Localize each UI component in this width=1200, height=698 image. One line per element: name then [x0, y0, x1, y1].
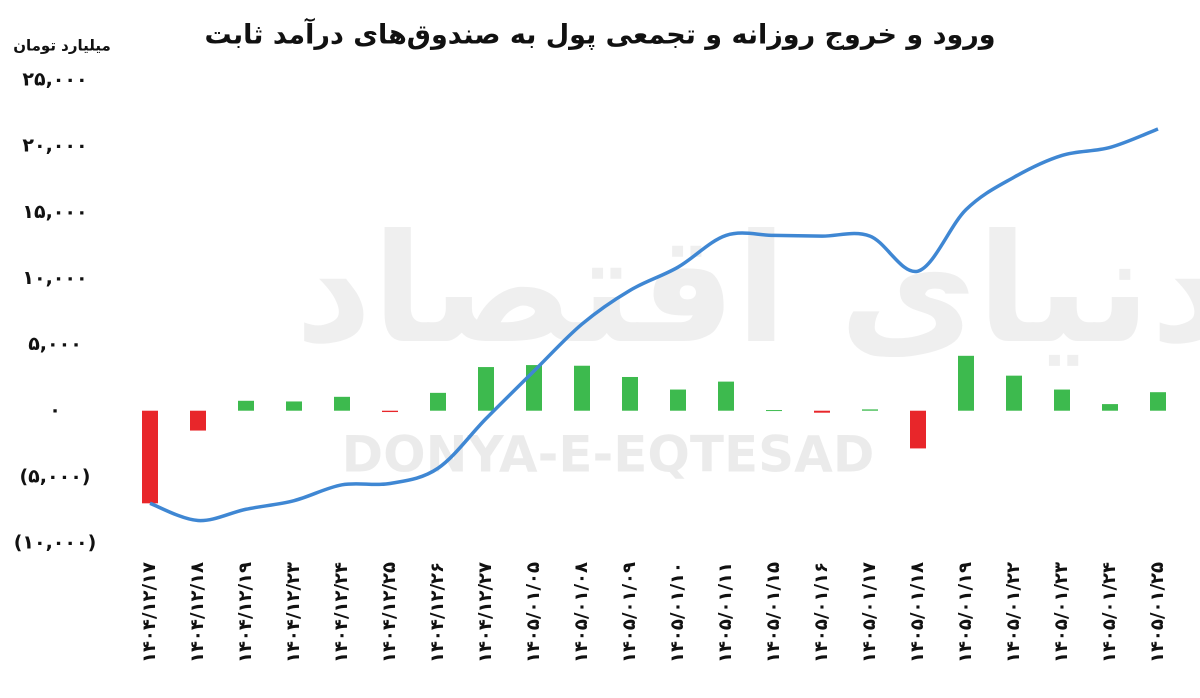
bar — [286, 401, 302, 411]
x-tick-label: ۱۴۰۵/۰۱/۱۵ — [763, 562, 784, 663]
bar — [574, 365, 590, 411]
bar — [334, 396, 350, 411]
bar — [1054, 389, 1070, 411]
x-tick-label: ۱۴۰۴/۱۲/۱۷ — [139, 562, 160, 663]
y-tick-label: ۱۰,۰۰۰ — [22, 267, 87, 289]
line — [149, 127, 1159, 523]
y-tick-label: ۲۰,۰۰۰ — [22, 135, 87, 157]
y-axis-label: میلیارد تومان — [13, 37, 111, 55]
bar — [478, 367, 494, 411]
x-tick-label: ۱۴۰۵/۰۱/۰۸ — [571, 562, 592, 663]
bar — [718, 381, 734, 411]
bar — [1006, 375, 1022, 411]
bar — [190, 410, 206, 431]
y-tick-label: (۱۰,۰۰۰) — [14, 532, 97, 554]
bar — [814, 410, 830, 413]
bar — [1102, 404, 1118, 411]
x-tick-label: ۱۴۰۵/۰۱/۲۴ — [1099, 562, 1120, 663]
x-tick-label: ۱۴۰۵/۰۱/۱۸ — [907, 562, 928, 663]
x-tick-label: ۱۴۰۴/۱۲/۲۳ — [283, 562, 304, 663]
x-tick-label: ۱۴۰۵/۰۱/۱۱ — [715, 562, 736, 663]
x-tick-label: ۱۴۰۵/۰۱/۰۹ — [619, 562, 640, 663]
x-tick-label: ۱۴۰۵/۰۱/۲۵ — [1147, 562, 1168, 663]
x-tick-label: ۱۴۰۵/۰۱/۱۹ — [955, 562, 976, 663]
bar — [238, 400, 254, 411]
watermark-logo: دنیای اقتصاد — [295, 203, 1200, 377]
bar — [766, 410, 782, 412]
bar — [430, 392, 446, 411]
y-tick-label: ۲۵,۰۰۰ — [22, 69, 87, 91]
x-tick-label: ۱۴۰۴/۱۲/۲۵ — [379, 562, 400, 663]
x-tick-label: ۱۴۰۵/۰۱/۱۰ — [667, 562, 688, 663]
chart-title: ورود و خروج روزانه و تجمعی پول به صندوق‌… — [204, 18, 995, 51]
bar — [622, 376, 638, 411]
x-tick-label: ۱۴۰۴/۱۲/۱۹ — [235, 562, 256, 663]
x-tick-label: ۱۴۰۴/۱۲/۲۷ — [475, 562, 496, 663]
x-tick-label: ۱۴۰۵/۰۱/۲۲ — [1003, 562, 1024, 663]
bar — [910, 410, 926, 449]
bar — [862, 409, 878, 411]
y-tick-label: ۰ — [49, 399, 61, 421]
x-tick-label: ۱۴۰۴/۱۲/۱۸ — [187, 562, 208, 663]
bar — [382, 410, 398, 413]
y-tick-label: (۵,۰۰۰) — [20, 465, 91, 487]
x-tick-label: ۱۴۰۵/۰۱/۱۶ — [811, 562, 832, 663]
x-tick-label: ۱۴۰۴/۱۲/۲۴ — [331, 562, 352, 663]
bar — [958, 355, 974, 411]
x-tick-label: ۱۴۰۵/۰۱/۱۷ — [859, 562, 880, 663]
y-tick-label: ۵,۰۰۰ — [28, 333, 82, 355]
y-tick-label: ۱۵,۰۰۰ — [22, 201, 87, 223]
bar — [670, 389, 686, 411]
x-tick-label: ۱۴۰۴/۱۲/۲۶ — [427, 562, 448, 663]
bar — [142, 410, 158, 504]
bar — [1150, 392, 1166, 411]
x-tick-label: ۱۴۰۵/۰۱/۲۳ — [1051, 562, 1072, 663]
x-tick-label: ۱۴۰۵/۰۱/۰۵ — [523, 562, 544, 663]
